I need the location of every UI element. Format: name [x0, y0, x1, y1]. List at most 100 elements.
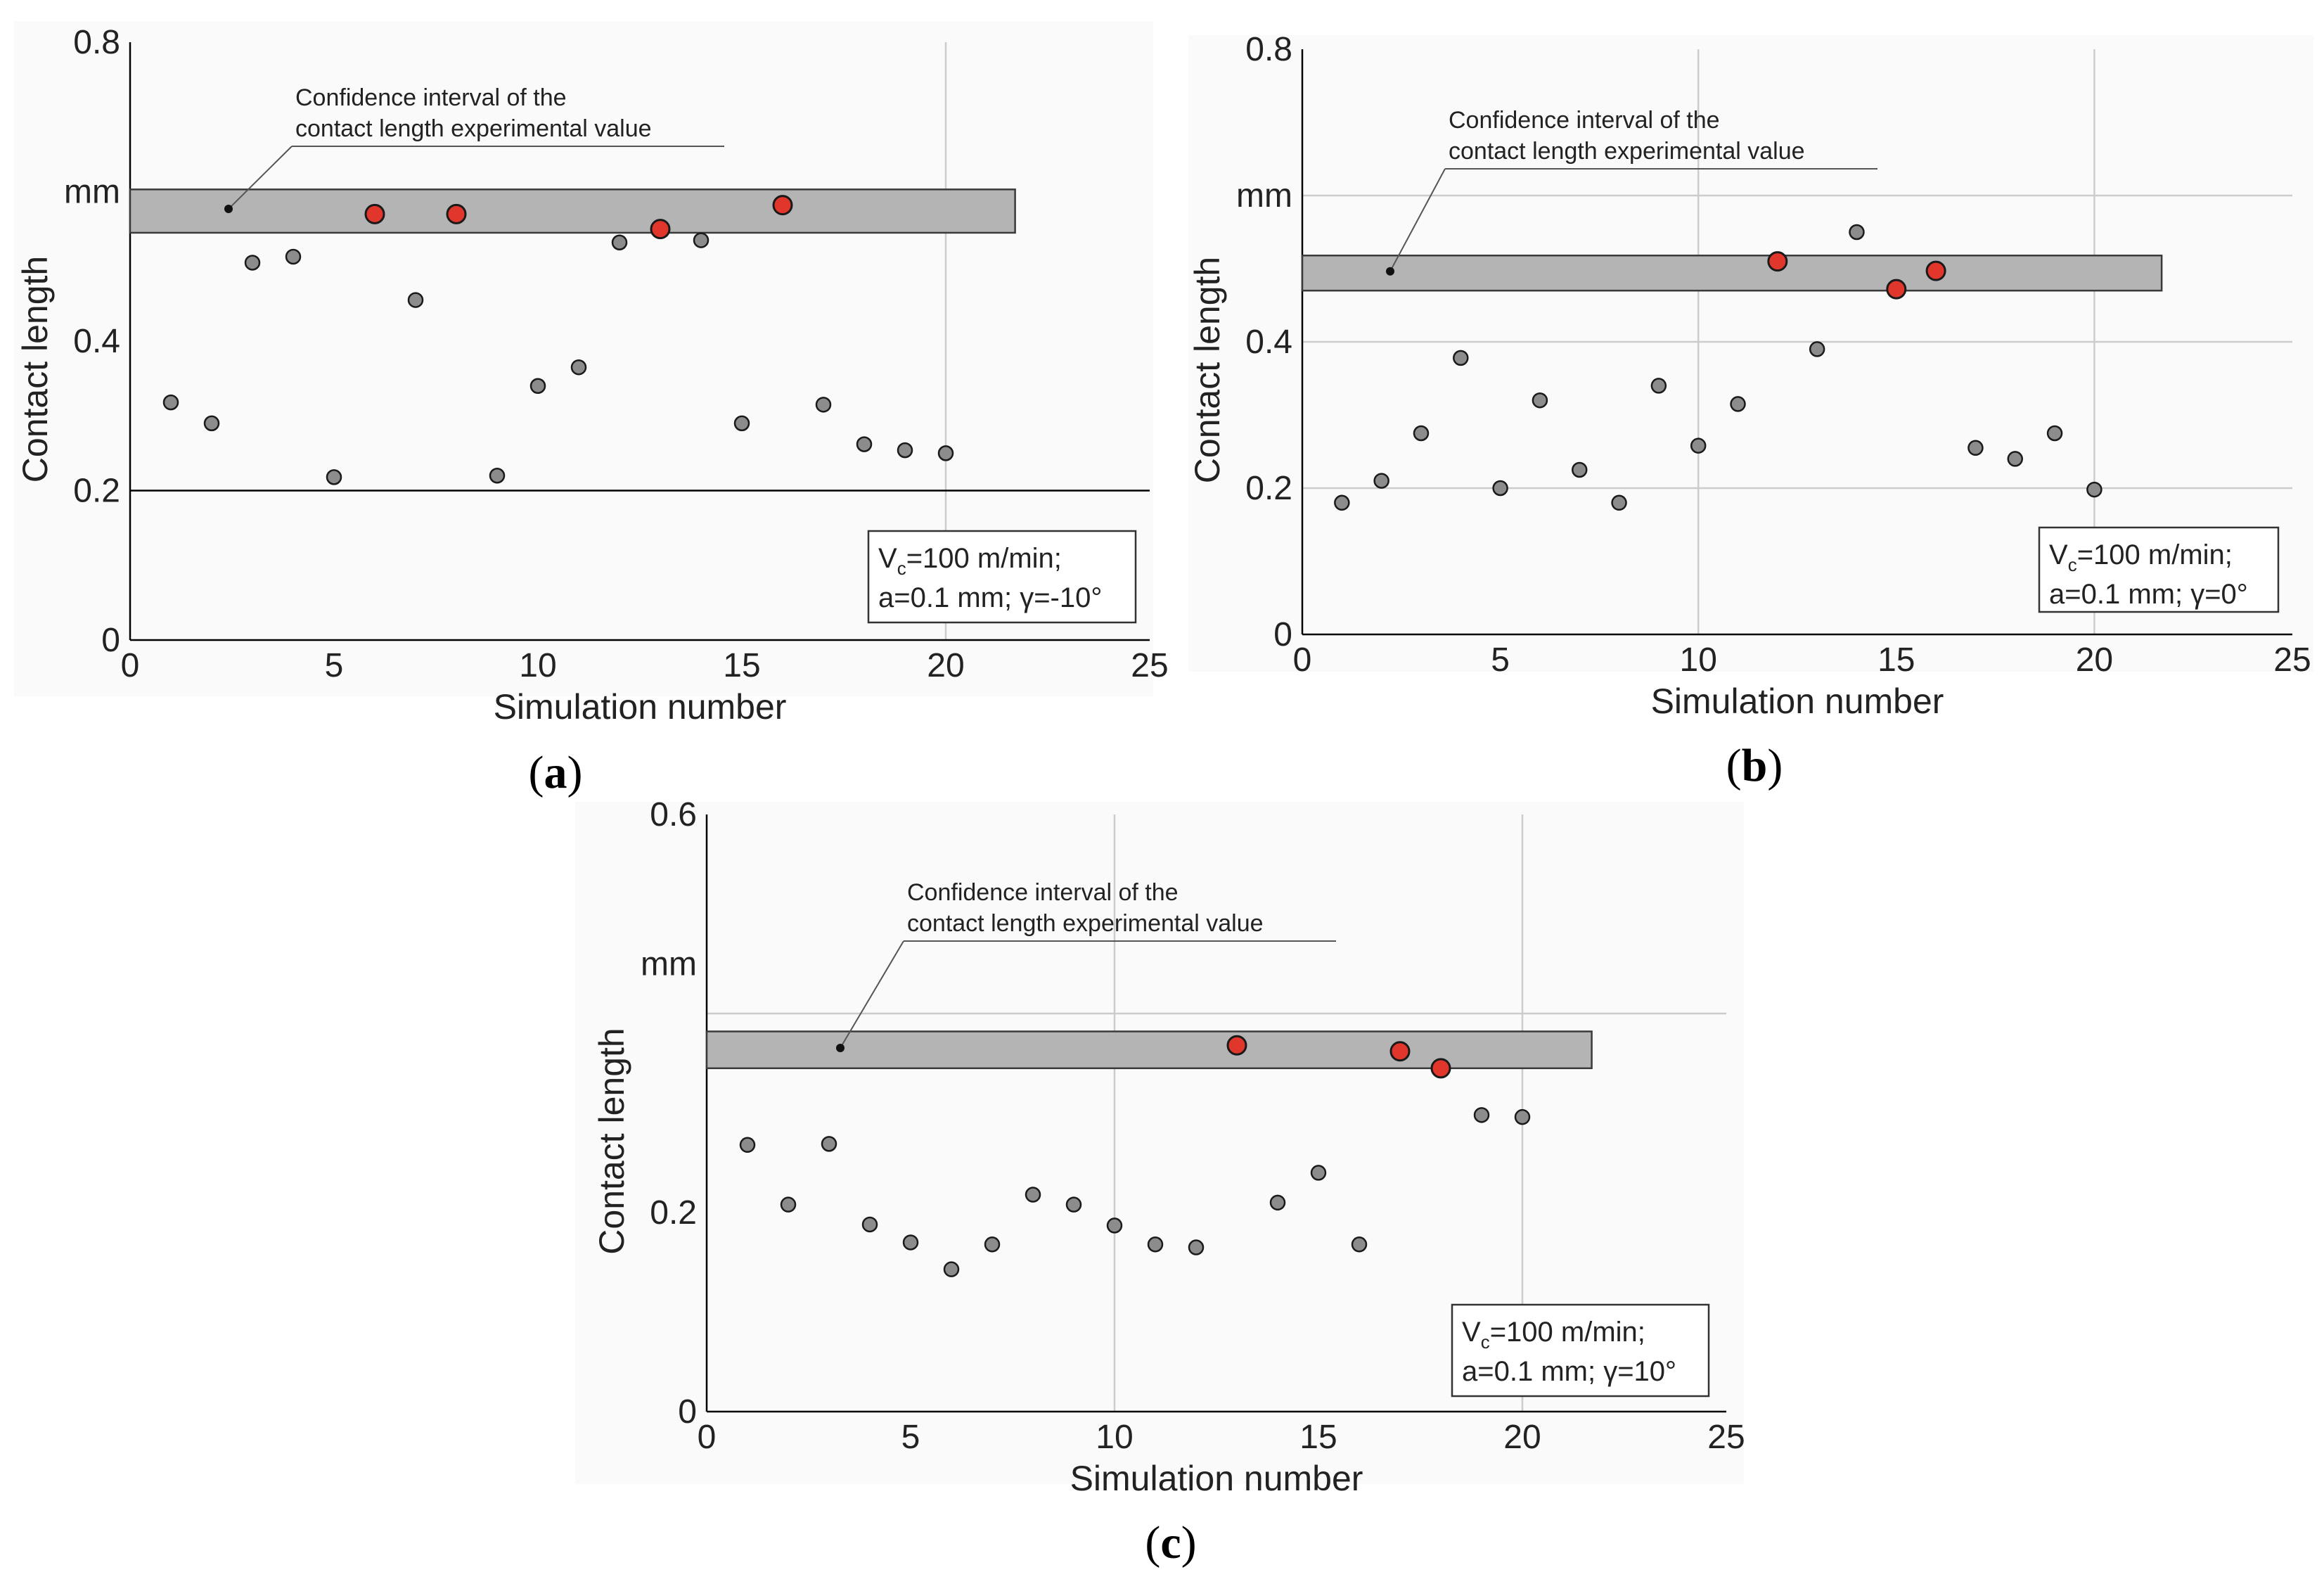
- y-tick-label: 0: [101, 622, 120, 659]
- conditions-vc-subscript: c: [2068, 554, 2077, 575]
- conditions-line2: a=0.1 mm; γ=-10°: [878, 582, 1102, 613]
- data-point-gray: [1532, 392, 1548, 409]
- x-tick-label: 15: [1299, 1419, 1337, 1456]
- data-point-red: [1226, 1035, 1247, 1056]
- panel-label: (a): [529, 747, 583, 798]
- data-point-gray: [285, 248, 302, 265]
- y-tick-label: 0.2: [650, 1194, 697, 1232]
- x-tick-label: 5: [1491, 641, 1510, 679]
- data-point-gray: [407, 292, 424, 308]
- x-tick-label: 10: [519, 647, 556, 684]
- x-tick-label: 10: [1096, 1419, 1133, 1456]
- conditions-vc-symbol: V: [2049, 539, 2068, 570]
- x-tick-label: 15: [723, 647, 760, 684]
- x-tick-label: 25: [1131, 647, 1168, 684]
- conditions-line1: Vc=100 m/min;: [1462, 1317, 1645, 1353]
- chart-panel-c: Confidence interval of the contact length…: [575, 796, 1745, 1568]
- x-tick-label: 20: [2076, 641, 2113, 679]
- data-point-gray: [1571, 461, 1588, 478]
- x-tick-label: 0: [1293, 641, 1312, 679]
- x-tick-label: 0: [698, 1419, 717, 1456]
- data-point-red: [1886, 279, 1907, 300]
- y-axis-title: Contact length: [1188, 257, 1227, 483]
- conditions-box: [1451, 1303, 1710, 1398]
- conditions-vc-value: =100 m/min;: [1490, 1317, 1645, 1348]
- confidence-interval-label-line1: Confidence interval of the: [907, 879, 1179, 906]
- data-point-red: [1767, 251, 1788, 272]
- conditions-vc-value: =100 m/min;: [2077, 539, 2233, 570]
- data-point-gray: [1849, 224, 1865, 241]
- y-tick-label: 0: [678, 1393, 697, 1431]
- y-axis-title: Contact length: [15, 256, 55, 482]
- data-point-gray: [733, 415, 750, 432]
- x-tick-label: 25: [2273, 641, 2311, 679]
- x-tick-label: 10: [1680, 641, 1717, 679]
- confidence-interval-label-line1: Confidence interval of the: [1449, 107, 1720, 134]
- data-point-gray: [529, 378, 546, 394]
- x-tick-label: 0: [121, 647, 140, 684]
- data-point-gray: [162, 394, 179, 411]
- panel-label-letter: b: [1742, 740, 1768, 791]
- callout-leader-dot: [1386, 267, 1394, 276]
- data-point-gray: [1025, 1187, 1041, 1203]
- callout-leader-line: [1389, 168, 1446, 272]
- data-point-gray: [1730, 396, 1746, 412]
- data-point-gray: [1492, 480, 1508, 497]
- conditions-line1: Vc=100 m/min;: [878, 543, 1062, 579]
- data-point-gray: [1351, 1236, 1368, 1253]
- panel-label-open: (: [529, 747, 544, 798]
- data-point-gray: [1611, 494, 1627, 511]
- data-point-gray: [244, 255, 261, 271]
- panel-label-letter: a: [544, 747, 567, 798]
- data-point-gray: [1453, 350, 1469, 366]
- data-point-gray: [1188, 1239, 1205, 1255]
- panel-label-close: ): [1181, 1517, 1197, 1568]
- data-point-gray: [1106, 1217, 1123, 1234]
- data-point-red: [446, 203, 467, 224]
- data-point-gray: [780, 1196, 797, 1213]
- data-point-gray: [1269, 1194, 1286, 1211]
- conditions-box: [867, 530, 1137, 624]
- data-point-gray: [2046, 425, 2063, 442]
- data-point-gray: [739, 1137, 756, 1153]
- confidence-interval-label-line2: contact length experimental value: [907, 910, 1264, 937]
- data-point-gray: [693, 232, 710, 248]
- conditions-vc-symbol: V: [878, 543, 897, 574]
- data-point-gray: [1690, 437, 1707, 454]
- chart-panel-b: Confidence interval of the contact length…: [1188, 31, 2313, 791]
- y-tick-label: 0.4: [1245, 324, 1292, 361]
- y-unit-label: mm: [641, 945, 697, 983]
- data-point-gray: [1147, 1236, 1164, 1253]
- x-tick-label: 5: [901, 1419, 920, 1456]
- y-tick-label: 0.6: [650, 796, 697, 833]
- conditions-vc-symbol: V: [1462, 1317, 1481, 1348]
- callout-leader-line: [840, 940, 904, 1049]
- conditions-vc-value: =100 m/min;: [906, 543, 1062, 574]
- y-tick-label: 0.2: [73, 473, 120, 510]
- conditions-vc-subscript: c: [897, 558, 906, 579]
- data-point-gray: [984, 1236, 1001, 1253]
- conditions-box: [2038, 526, 2280, 613]
- x-axis-title: Simulation number: [494, 687, 787, 727]
- data-point-gray: [2086, 481, 2102, 498]
- data-point-red: [364, 203, 385, 224]
- x-axis-title: Simulation number: [1070, 1459, 1363, 1498]
- y-tick-label: 0.2: [1245, 470, 1292, 507]
- callout-leader-dot: [224, 205, 233, 214]
- data-point-red: [1430, 1058, 1451, 1079]
- data-point-gray: [861, 1216, 878, 1233]
- confidence-interval-band: [129, 188, 1016, 234]
- confidence-interval-band: [705, 1030, 1593, 1070]
- x-tick-label: 20: [1503, 1419, 1541, 1456]
- conditions-line2: a=0.1 mm; γ=0°: [2049, 579, 2248, 610]
- x-tick-label: 20: [927, 647, 964, 684]
- callout-leader-dot: [836, 1044, 845, 1053]
- data-point-gray: [1413, 425, 1430, 442]
- data-point-gray: [897, 442, 913, 459]
- data-point-gray: [489, 468, 506, 484]
- panel-label: (b): [1726, 740, 1783, 791]
- data-point-gray: [1650, 378, 1667, 394]
- confidence-interval-label-line2: contact length experimental value: [1449, 138, 1805, 165]
